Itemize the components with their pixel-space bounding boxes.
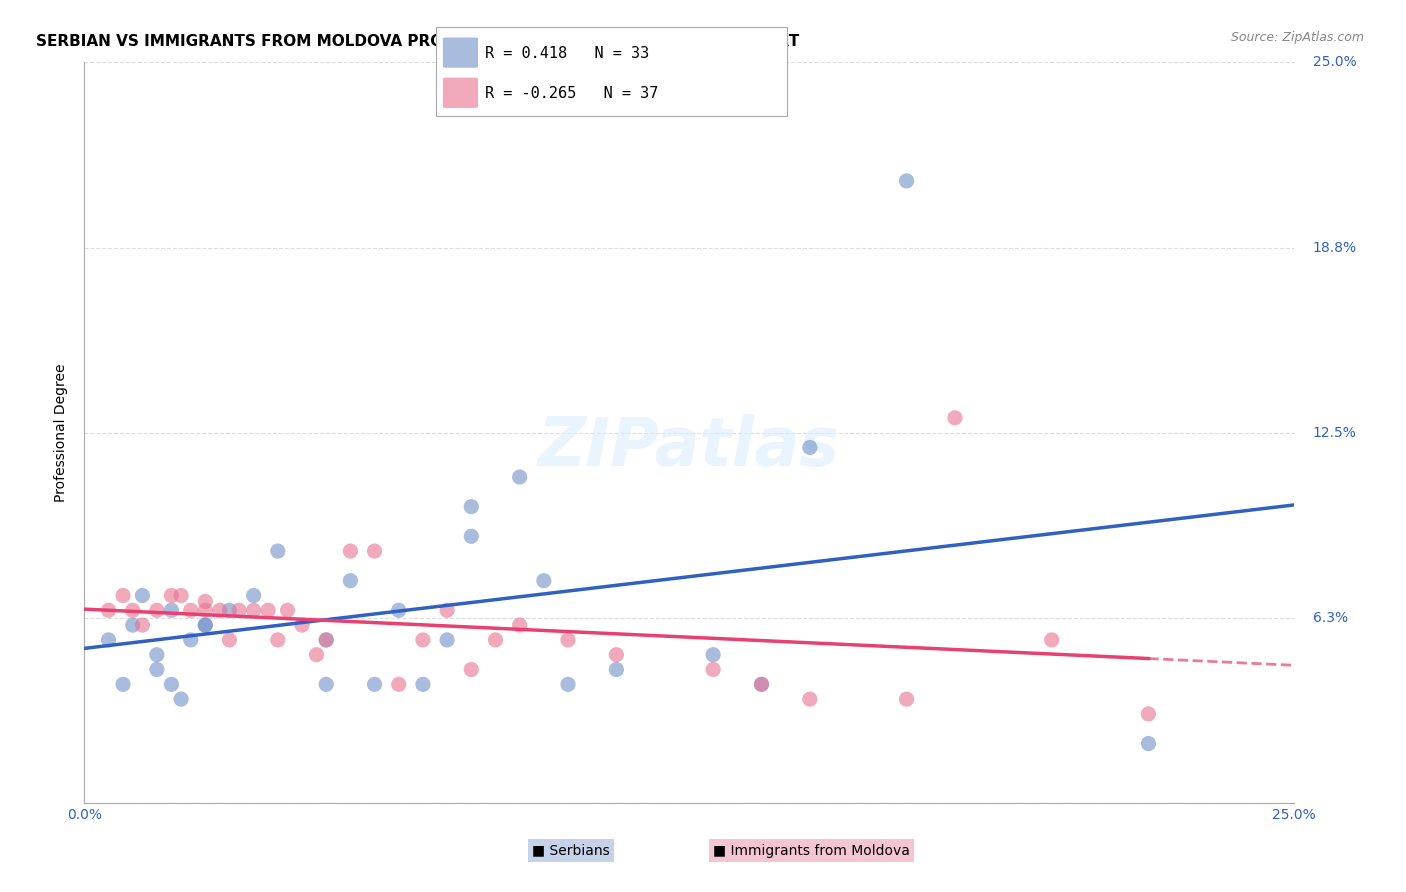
Point	[131, 589, 153, 603]
Text: ■ Immigrants from Moldova: ■ Immigrants from Moldova	[713, 844, 910, 857]
Point	[257, 603, 280, 617]
Point	[799, 441, 821, 455]
Point	[160, 589, 183, 603]
Point	[267, 632, 290, 647]
Point	[242, 589, 264, 603]
Point	[388, 677, 411, 691]
Point	[131, 618, 153, 632]
Point	[436, 632, 458, 647]
FancyBboxPatch shape	[443, 37, 478, 68]
Point	[180, 603, 202, 617]
Point	[315, 677, 337, 691]
Text: 6.3%: 6.3%	[1313, 611, 1348, 624]
Point	[896, 692, 918, 706]
Point	[121, 603, 143, 617]
Point	[170, 589, 193, 603]
Text: ■ Serbians: ■ Serbians	[531, 844, 609, 857]
Point	[160, 603, 183, 617]
Point	[702, 663, 724, 677]
Point	[751, 677, 773, 691]
Point	[896, 174, 918, 188]
Point	[460, 529, 482, 543]
Text: 12.5%: 12.5%	[1313, 425, 1357, 440]
Point	[112, 589, 135, 603]
FancyBboxPatch shape	[443, 78, 478, 108]
Point	[1040, 632, 1063, 647]
Point	[146, 648, 169, 662]
Point	[121, 618, 143, 632]
Point	[242, 603, 264, 617]
Point	[194, 618, 217, 632]
Point	[112, 677, 135, 691]
Point	[208, 603, 231, 617]
Point	[702, 648, 724, 662]
Text: R = -0.265   N = 37: R = -0.265 N = 37	[485, 87, 658, 101]
Point	[751, 677, 773, 691]
Y-axis label: Professional Degree: Professional Degree	[55, 363, 69, 502]
Point	[315, 632, 337, 647]
Point	[605, 663, 627, 677]
Point	[194, 618, 217, 632]
Point	[509, 470, 531, 484]
Point	[305, 648, 328, 662]
Point	[339, 544, 361, 558]
Point	[533, 574, 555, 588]
Point	[1137, 737, 1160, 751]
Point	[412, 632, 434, 647]
Point	[160, 677, 183, 691]
Point	[180, 632, 202, 647]
Text: 18.8%: 18.8%	[1313, 241, 1357, 254]
Text: Source: ZipAtlas.com: Source: ZipAtlas.com	[1230, 31, 1364, 45]
Text: R = 0.418   N = 33: R = 0.418 N = 33	[485, 46, 650, 61]
Point	[146, 663, 169, 677]
Point	[363, 544, 385, 558]
Point	[194, 594, 217, 608]
Point	[943, 410, 966, 425]
Text: 25.0%: 25.0%	[1313, 55, 1357, 70]
Point	[460, 663, 482, 677]
Point	[339, 574, 361, 588]
Point	[291, 618, 314, 632]
Point	[170, 692, 193, 706]
Point	[460, 500, 482, 514]
Point	[146, 603, 169, 617]
Point	[228, 603, 250, 617]
Point	[557, 632, 579, 647]
Point	[799, 692, 821, 706]
Point	[267, 544, 290, 558]
Point	[363, 677, 385, 691]
Point	[412, 677, 434, 691]
Point	[388, 603, 411, 617]
Point	[194, 603, 217, 617]
Point	[97, 632, 120, 647]
Point	[436, 603, 458, 617]
Point	[218, 632, 240, 647]
Point	[315, 632, 337, 647]
Point	[484, 632, 506, 647]
Text: SERBIAN VS IMMIGRANTS FROM MOLDOVA PROFESSIONAL DEGREE CORRELATION CHART: SERBIAN VS IMMIGRANTS FROM MOLDOVA PROFE…	[37, 34, 799, 49]
Point	[218, 603, 240, 617]
Point	[557, 677, 579, 691]
Point	[97, 603, 120, 617]
Point	[605, 648, 627, 662]
Point	[1137, 706, 1160, 721]
Point	[276, 603, 298, 617]
Point	[509, 618, 531, 632]
Text: ZIPatlas: ZIPatlas	[538, 415, 839, 481]
